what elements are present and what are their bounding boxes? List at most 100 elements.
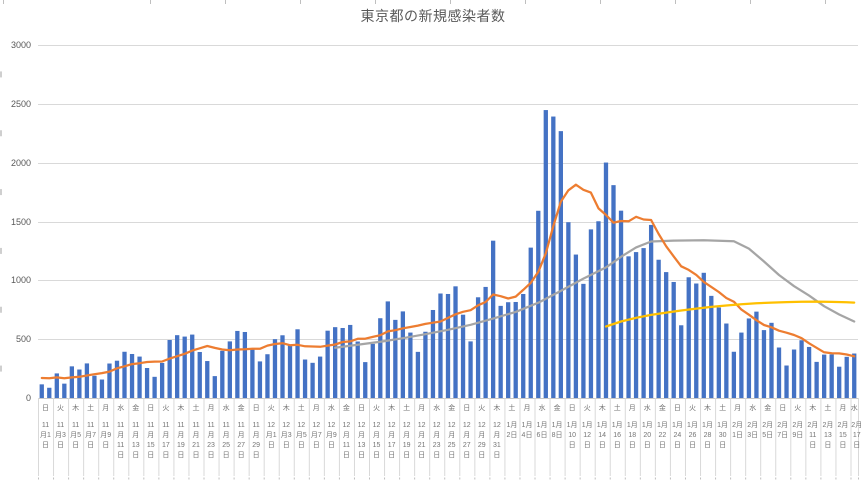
bar [114,360,120,398]
date-label: 12月25日 [447,422,456,459]
date-label: 11月5日 [70,422,82,449]
weekday-label: 水 [433,405,441,412]
weekday-label: 土 [87,405,95,412]
bar [317,356,323,398]
weekday-label: 月 [628,405,636,412]
weekday-label: 日 [568,405,576,412]
date-label: 12月31日 [492,422,501,459]
x-axis-label: 木 1月14日 [595,399,610,479]
x-axis-label: 水 11月11日 [113,399,128,479]
x-axis-label: 火 2月9日 [790,399,805,479]
weekday-label: 水 [327,405,335,412]
bar [167,339,172,398]
date-label: 11月9日 [100,422,112,449]
weekday-label: 火 [267,405,275,412]
gray-line [334,239,856,349]
x-axis-label: 木 2月11日 [805,399,820,479]
bar [99,379,105,398]
x-axis-label: 金 2月5日 [760,399,775,479]
date-label: 12月17日 [387,422,396,459]
x-axis-label: 水 12月9日 [324,399,339,479]
date-label: 11月23日 [207,422,215,459]
bar [77,369,82,398]
orange-7day-moving-average-line [40,183,856,380]
bar [378,318,383,398]
bar [220,350,225,398]
date-label: 11月7日 [85,422,97,449]
x-axis-label: 火 12月15日 [369,399,384,479]
bar [528,247,533,398]
date-label: 2月5日 [762,422,774,439]
weekday-label: 火 [794,405,802,412]
bar [212,376,217,398]
weekday-label: 日 [42,405,49,412]
weekday-label: 日 [252,405,260,412]
bar [731,351,737,398]
x-axis-label: 木 1月28日 [700,399,715,479]
weekday-label: 金 [658,405,666,412]
date-label: 11月19日 [176,422,185,459]
date-label: 12月11日 [342,422,351,459]
bar [302,359,308,398]
y-axis-label: 2500 [10,98,31,109]
date-label: 1月2日 [506,422,518,439]
date-label: 11月13日 [131,422,140,459]
bar [558,131,563,398]
bar [453,286,458,398]
bar [348,324,353,398]
date-label: 1月10日 [566,422,578,449]
bar [182,336,187,398]
x-axis-label: 木 11月19日 [173,399,188,479]
y-axis-label: 0 [25,393,31,403]
x-axis-label: 水 1月20日 [640,399,655,479]
date-label: 2月13日 [822,422,834,449]
weekday-label: 水 [749,405,757,412]
bar [423,331,428,398]
bar [739,332,744,398]
bar [844,356,849,398]
x-axis-label: 火 1月26日 [685,399,700,479]
bar [581,283,586,398]
y-axis-label: 3000 [10,40,31,50]
x-axis-label: 金 11月27日 [234,399,249,479]
date-label: 2月3日 [747,422,759,439]
weekday-label: 土 [719,405,727,412]
bar [679,325,684,398]
bar [393,319,398,398]
x-axis-label: 土 12月19日 [399,399,414,479]
weekday-label: 月 [207,405,215,412]
bar [806,346,812,398]
date-label: 11月25日 [222,422,230,459]
bar [513,301,518,398]
bar [521,293,526,398]
weekday-label: 木 [598,405,606,412]
bar [107,363,112,398]
x-axis-label: 土 11月7日 [83,399,98,479]
bar [430,309,436,398]
bar [47,387,52,398]
bar [445,293,451,398]
bar [69,366,74,398]
x-axis-label: 水 11月25日 [219,399,234,479]
y-axis-labels: 0 500 1000 1500 2000 2500 3000 [0,0,31,482]
bar [671,281,676,398]
weekday-label: 木 [388,405,396,412]
bar [144,368,150,398]
date-label: 11月11日 [117,422,125,459]
x-axis-label: 金 12月25日 [444,399,459,479]
bar [701,272,706,398]
bar [242,331,248,398]
bar [92,375,97,398]
weekday-label: 火 [583,405,591,412]
weekday-label: 土 [824,405,832,412]
x-axis-label: 火 1月12日 [580,399,595,479]
weekday-label: 月 [418,405,426,412]
x-axis-label: 木 11月5日 [68,399,83,479]
weekday-label: 水 [117,405,125,412]
bar [295,329,300,398]
bar [355,341,360,398]
date-label: 1月16日 [611,422,623,449]
bar [776,347,782,398]
weekday-label: 日 [779,405,787,412]
bar [159,362,165,398]
